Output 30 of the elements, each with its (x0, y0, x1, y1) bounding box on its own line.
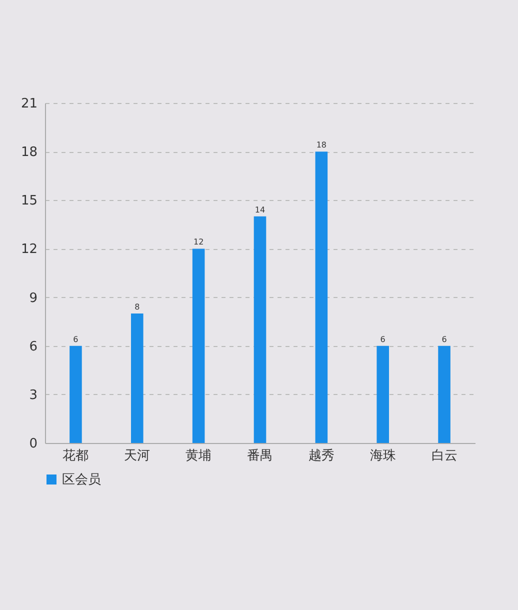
x-tick-label: 海珠 (370, 448, 396, 464)
data-label: 12 (193, 238, 204, 247)
x-tick-label: 天河 (124, 448, 150, 464)
bar (70, 346, 82, 443)
y-tick-label: 6 (29, 339, 38, 354)
x-tick-label: 黄埔 (186, 448, 212, 464)
data-label: 14 (254, 205, 266, 214)
x-tick-label: 花都 (62, 448, 89, 464)
data-label: 6 (442, 334, 447, 344)
y-tick-label: 9 (29, 290, 38, 306)
y-tick-label: 12 (20, 242, 38, 258)
bar (192, 248, 205, 443)
y-tick-label: 18 (20, 145, 38, 160)
y-tick-label: 15 (20, 194, 38, 209)
bar (131, 313, 144, 443)
y-tick-label: 21 (20, 96, 38, 112)
data-label: 6 (73, 334, 78, 344)
y-tick-label: 3 (29, 388, 38, 403)
bar (376, 346, 389, 443)
legend-label: 区会员 (62, 472, 101, 488)
data-label: 18 (316, 140, 327, 150)
bar (438, 346, 450, 443)
data-label: 8 (134, 302, 140, 312)
y-tick-label: 0 (29, 436, 38, 452)
x-tick-label: 白云 (431, 448, 458, 464)
bar (254, 216, 266, 443)
data-label: 6 (380, 334, 386, 344)
bar (315, 152, 328, 443)
x-tick-label: 越秀 (308, 448, 334, 464)
x-tick-label: 番禺 (247, 448, 273, 464)
